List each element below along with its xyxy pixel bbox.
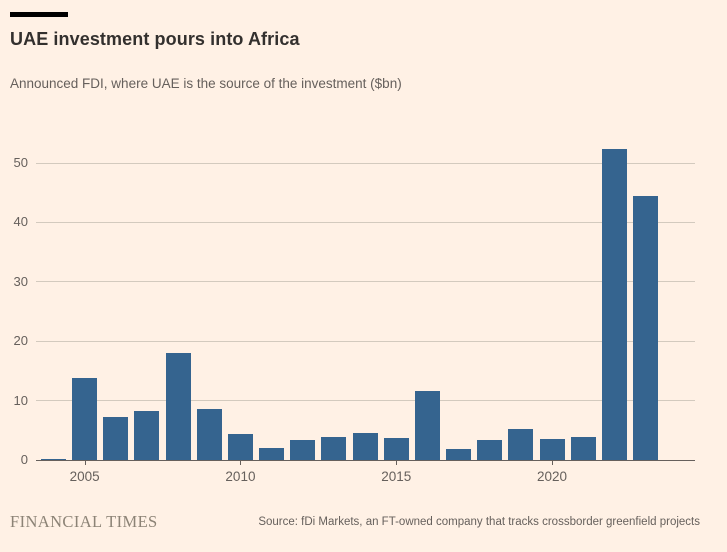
x-axis-label-2010: 2010: [225, 469, 256, 484]
gridline-10: [36, 400, 695, 402]
bar-2017: [446, 449, 472, 460]
y-axis-label-10: 10: [13, 392, 28, 408]
chart-title: UAE investment pours into Africa: [10, 29, 300, 49]
bar-2011: [259, 448, 285, 460]
x-axis-baseline: [36, 459, 695, 461]
gridline-50: [36, 162, 695, 164]
x-axis-label-2015: 2015: [381, 469, 412, 484]
y-axis-label-30: 30: [13, 273, 28, 289]
bar-2013: [321, 436, 347, 460]
bar-2004: [41, 458, 66, 460]
gridline-30: [36, 281, 695, 283]
y-axis-label-20: 20: [13, 333, 28, 349]
gridline-20: [36, 340, 695, 342]
x-axis-tick-2010: [240, 460, 242, 465]
chart-subtitle: Announced FDI, where UAE is the source o…: [10, 76, 402, 91]
bar-2008: [165, 353, 191, 460]
ft-logo: FINANCIAL TIMES: [10, 512, 158, 531]
bar-2006: [103, 416, 129, 460]
y-axis-label-0: 0: [20, 452, 28, 467]
bar-2007: [134, 410, 160, 460]
title-tag-bar: [10, 12, 68, 17]
y-axis-label-50: 50: [13, 155, 28, 170]
bar-2012: [290, 440, 316, 460]
bar-2015: [383, 438, 409, 460]
bar-2018: [477, 440, 503, 460]
bar-2021: [570, 436, 596, 460]
bar-2020: [539, 438, 565, 460]
x-axis-label-2005: 2005: [69, 469, 100, 484]
x-axis-label-2020: 2020: [537, 469, 568, 484]
source-note: Source: fDi Markets, an FT-owned company…: [258, 516, 700, 528]
bar-2019: [508, 428, 534, 460]
bar-2014: [352, 433, 378, 460]
x-axis-tick-2015: [396, 460, 398, 465]
bar-2016: [414, 391, 440, 460]
bar-2010: [227, 433, 253, 460]
x-axis-tick-2020: [552, 460, 554, 465]
bar-2005: [72, 378, 98, 460]
gridline-40: [36, 221, 695, 223]
x-axis-tick-2005: [84, 460, 86, 465]
bar-2023: [633, 195, 659, 460]
y-axis-label-40: 40: [13, 214, 28, 230]
bar-2009: [196, 408, 222, 460]
bar-2022: [601, 148, 627, 460]
